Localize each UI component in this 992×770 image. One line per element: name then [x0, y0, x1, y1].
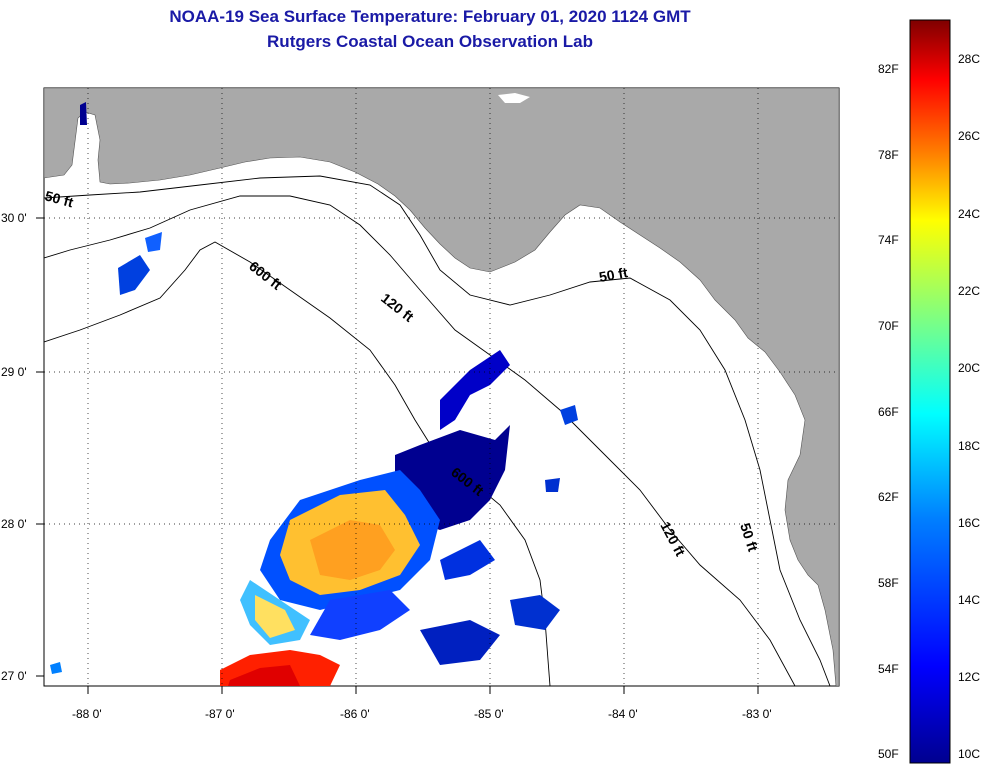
colorbar-c-label: 12C	[958, 670, 980, 684]
colorbar-f-label: 58F	[878, 576, 899, 590]
colorbar-f-label: 66F	[878, 405, 899, 419]
colorbar-f-label: 70F	[878, 319, 899, 333]
contour-120ft	[44, 195, 796, 686]
lon-label: -84 0'	[608, 707, 638, 721]
colorbar-c-label: 22C	[958, 284, 980, 298]
contour-600ft	[44, 241, 551, 686]
colorbar-f-label: 62F	[878, 490, 899, 504]
lat-label: 27 0'	[1, 669, 27, 683]
colorbar-f-label: 50F	[878, 747, 899, 761]
colorbar-c-label: 20C	[958, 361, 980, 375]
lat-label: 30 0'	[1, 211, 27, 225]
colorbar-c-label: 10C	[958, 747, 980, 761]
lon-label: -86 0'	[340, 707, 370, 721]
lon-label: -88 0'	[72, 707, 102, 721]
colorbar-f-label: 74F	[878, 233, 899, 247]
lon-label: -87 0'	[205, 707, 235, 721]
colorbar-c-label: 18C	[958, 439, 980, 453]
colorbar-f-label: 82F	[878, 62, 899, 76]
contour-label: 50 ft	[598, 264, 629, 285]
lon-label: -85 0'	[474, 707, 504, 721]
colorbar-f-label: 78F	[878, 148, 899, 162]
lake-shape	[498, 93, 530, 103]
lat-label: 28 0'	[1, 517, 27, 531]
map-title: NOAA-19 Sea Surface Temperature: Februar…	[169, 7, 691, 26]
map-subtitle: Rutgers Coastal Ocean Observation Lab	[267, 32, 593, 51]
colorbar-c-label: 16C	[958, 516, 980, 530]
axis-ticks	[36, 217, 759, 694]
lon-label: -83 0'	[742, 707, 772, 721]
colorbar-c-label: 14C	[958, 593, 980, 607]
colorbar-f-label: 54F	[878, 662, 899, 676]
contour-label: 50 ft	[43, 187, 75, 210]
lat-label: 29 0'	[1, 365, 27, 379]
land-mass	[44, 88, 839, 686]
colorbar-c-label: 26C	[958, 129, 980, 143]
colorbar-c-label: 28C	[958, 52, 980, 66]
colorbar-c-label: 24C	[958, 207, 980, 221]
colorbar	[909, 19, 951, 764]
contour-50ft	[44, 175, 831, 686]
sst-satellite-data	[50, 102, 578, 686]
